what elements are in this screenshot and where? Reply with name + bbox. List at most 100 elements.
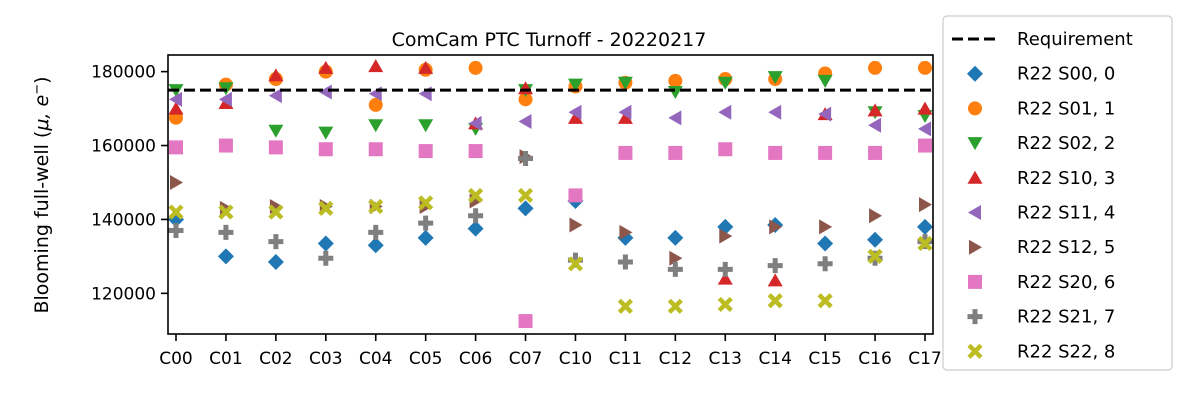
data-point	[668, 110, 682, 126]
data-point	[918, 60, 932, 75]
data-point	[567, 78, 583, 92]
data-point	[368, 97, 383, 112]
data-point	[667, 85, 683, 99]
data-point	[919, 197, 932, 213]
legend-requirement-label: Requirement	[1017, 29, 1133, 50]
legend-label: R22 S01, 1	[1017, 98, 1115, 119]
data-point	[267, 253, 284, 270]
x-tick-label: C07	[509, 349, 543, 369]
legend-label: R22 S00, 0	[1017, 64, 1115, 85]
data-point	[769, 219, 783, 235]
data-point	[867, 231, 884, 248]
data-point	[617, 76, 633, 90]
data-point	[318, 142, 333, 157]
data-point	[668, 73, 683, 88]
data-point	[619, 224, 633, 240]
data-point	[367, 237, 384, 254]
data-point	[617, 254, 633, 270]
data-point	[518, 150, 534, 166]
data-point	[667, 229, 684, 246]
data-point	[318, 60, 334, 74]
data-point	[719, 228, 733, 244]
data-point	[767, 273, 783, 287]
data-point	[917, 218, 933, 235]
data-point	[568, 188, 583, 203]
data-point	[268, 204, 284, 220]
data-point	[569, 217, 583, 233]
y-tick-label: 180000	[91, 63, 156, 83]
data-point	[817, 74, 833, 88]
data-point	[368, 198, 384, 215]
data-point	[468, 115, 482, 131]
data-point	[518, 314, 533, 329]
legend-label: R22 S20, 6	[1017, 272, 1115, 293]
plot-frame	[167, 54, 934, 335]
x-tick-label: C12	[659, 349, 693, 369]
legend-marker	[967, 65, 983, 82]
data-point	[818, 145, 833, 160]
data-point	[168, 204, 184, 220]
legend-marker	[968, 101, 982, 116]
y-axis-label: Blooming full-well (μ, e−)	[30, 76, 53, 313]
data-point	[568, 104, 582, 120]
data-point	[218, 204, 234, 220]
x-tick-label: C05	[409, 349, 443, 369]
legend-marker	[967, 170, 983, 184]
data-point	[168, 223, 184, 239]
data-point	[817, 293, 833, 309]
data-point	[170, 174, 183, 190]
data-point	[517, 200, 534, 217]
data-point	[918, 138, 932, 153]
x-tick-label: C02	[259, 349, 293, 369]
legend-label: R22 S22, 8	[1017, 341, 1115, 362]
data-point	[468, 208, 484, 224]
x-tick-label: C06	[459, 349, 493, 369]
data-point	[868, 60, 883, 75]
y-tick-label: 160000	[91, 137, 156, 157]
legend-label: R22 S10, 3	[1017, 168, 1115, 189]
data-point	[917, 101, 933, 115]
legend-marker	[967, 309, 983, 325]
data-point	[817, 235, 834, 252]
data-point	[918, 121, 931, 137]
data-point	[917, 235, 933, 252]
data-point	[318, 126, 334, 140]
data-point	[217, 248, 234, 265]
data-point	[718, 142, 733, 157]
x-tick-label: C04	[359, 349, 393, 369]
data-point	[618, 145, 633, 160]
data-point	[317, 235, 334, 252]
data-point	[868, 145, 883, 160]
data-point	[618, 104, 632, 120]
data-point	[368, 119, 384, 133]
data-point	[518, 92, 533, 107]
data-point	[617, 110, 633, 124]
data-point	[268, 234, 284, 250]
data-point	[418, 119, 434, 133]
data-point	[467, 220, 484, 237]
data-point	[867, 248, 883, 264]
legend-label: R22 S11, 4	[1017, 203, 1115, 224]
data-point	[818, 106, 832, 122]
data-point	[668, 145, 683, 160]
data-point	[567, 110, 583, 124]
data-point	[717, 261, 733, 277]
data-point	[767, 258, 783, 274]
data-point	[667, 261, 683, 277]
data-point	[717, 296, 733, 313]
data-point	[767, 293, 783, 309]
x-tick-label: C17	[908, 349, 942, 369]
data-point	[717, 271, 733, 285]
data-point	[817, 256, 833, 272]
data-point	[767, 71, 783, 85]
data-point	[418, 144, 433, 159]
legend-marker	[968, 274, 982, 289]
data-point	[318, 250, 334, 266]
data-point	[868, 117, 882, 133]
data-point	[518, 114, 532, 130]
data-point	[468, 144, 483, 159]
x-tick-label: C13	[709, 349, 743, 369]
data-point	[218, 138, 233, 153]
data-point	[669, 250, 683, 266]
